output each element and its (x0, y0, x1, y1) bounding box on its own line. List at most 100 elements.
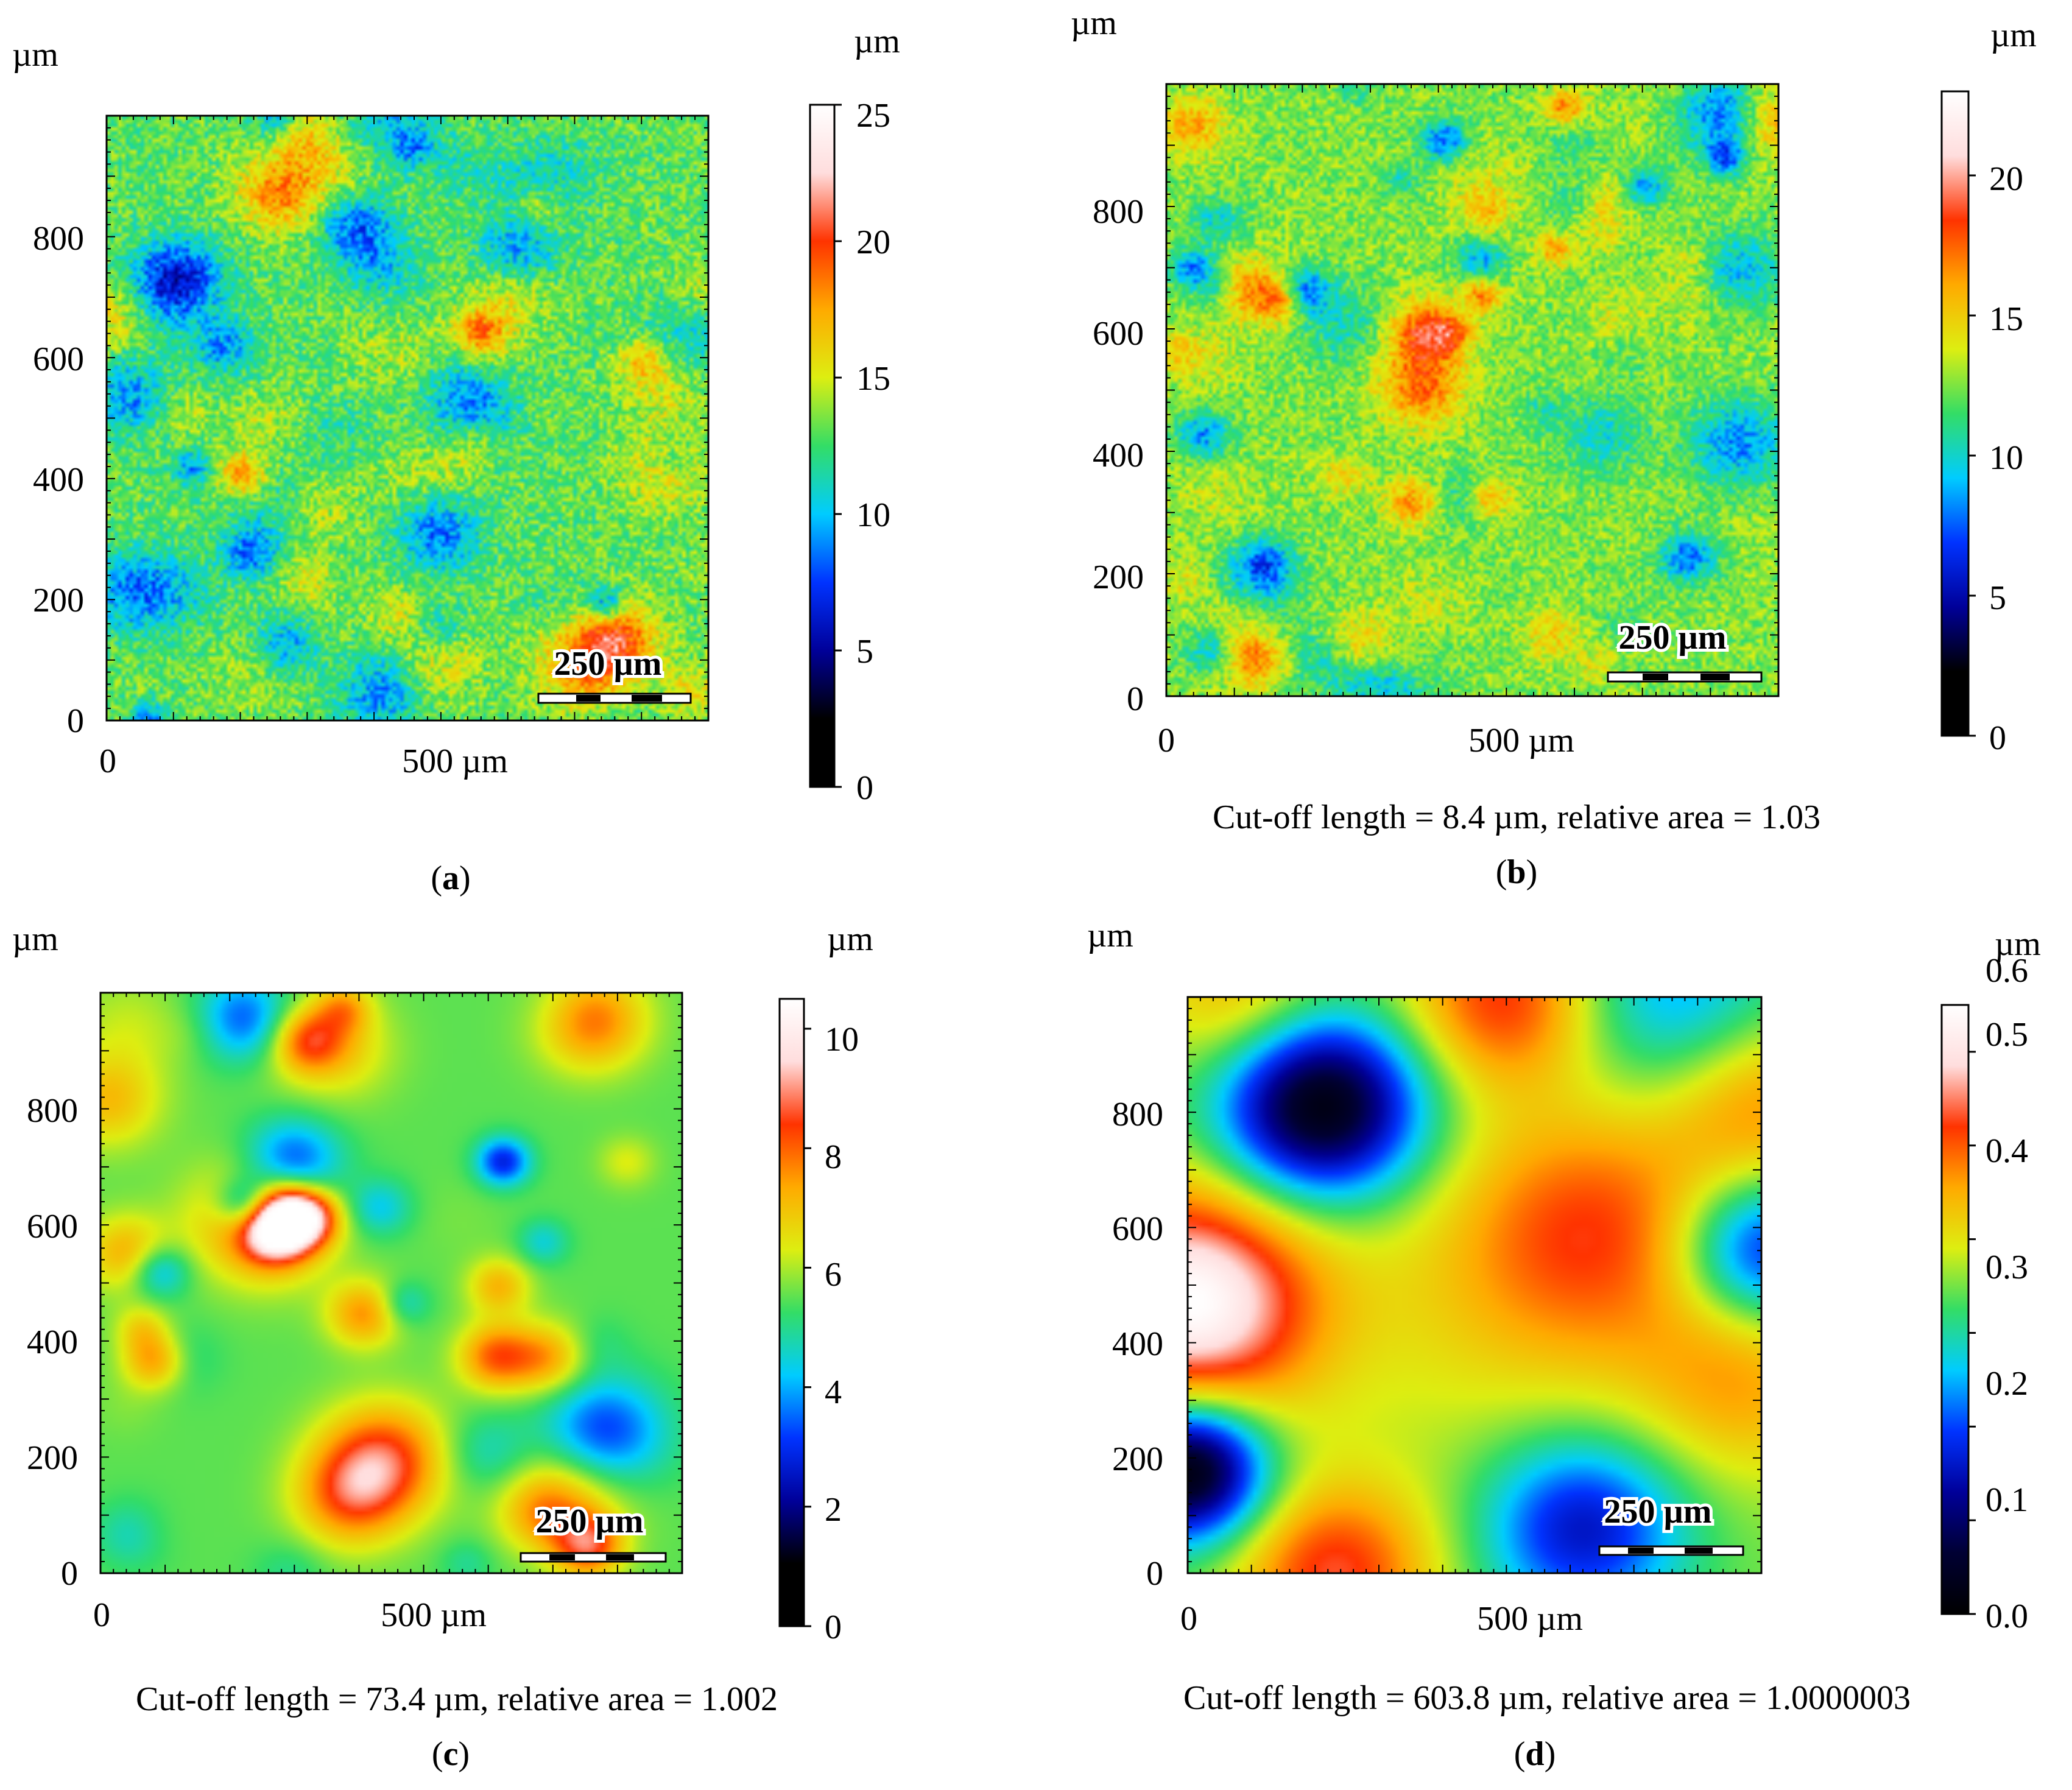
surface-map (1188, 997, 1761, 1573)
y-tick-label: 0 (1146, 1555, 1163, 1593)
scale-bar-segment (632, 695, 662, 702)
y-tick-label: 800 (33, 220, 84, 258)
colorbar-tick-labels: 0.0 0.1 0.2 0.3 0.4 0.5 0.6 (1986, 952, 2028, 1635)
panel-b: µm 0 200 400 600 800 0 500 µm 250 µm µm … (1071, 4, 2037, 891)
x-tick-label: 0 (99, 742, 116, 780)
x-tick-label: 500 µm (1468, 722, 1574, 759)
y-tick-label: 200 (1093, 558, 1144, 596)
scale-bar-segment (1628, 1548, 1654, 1554)
colorbar-unit-label: µm (854, 23, 900, 60)
scale-bar-segment (549, 1554, 575, 1560)
map-frame (1186, 996, 1763, 1574)
colorbar-tick-label: 2 (825, 1491, 842, 1529)
map-frame (1165, 83, 1780, 697)
map-y-unit-label: µm (1087, 917, 1133, 954)
y-tick-label: 600 (1112, 1210, 1163, 1248)
map-y-unit-label: µm (12, 36, 58, 74)
x-tick-label: 500 µm (1477, 1600, 1583, 1638)
panel-letter: a (442, 859, 459, 897)
scale-bar-frame (537, 692, 692, 704)
colorbar-tick-labels: 0 5 10 15 20 25 (856, 97, 890, 807)
colorbar-ticks (1968, 1051, 1976, 1615)
map-frame (105, 115, 710, 722)
panel-d: µm 0 200 400 600 800 0 500 µm 250 µm µm … (1087, 917, 2041, 1773)
panel-a: µm 0 200 400 600 800 0 500 µm 250 µm µm … (12, 23, 900, 897)
colorbar-tick-label: 0.6 (1986, 952, 2028, 990)
surface-map (100, 993, 682, 1573)
colorbar-tick-label: 0 (825, 1609, 842, 1646)
panel-caption: (d) (1514, 1735, 1556, 1773)
panel-caption: (c) (432, 1735, 470, 1773)
colorbar-tick-label: 0.2 (1986, 1365, 2028, 1403)
colorbar-tick-labels: 0 5 10 15 20 (1989, 160, 2023, 757)
panel-caption: (b) (1496, 853, 1537, 891)
colorbar-tick-label: 0 (856, 769, 873, 807)
colorbar-tick-label: 0.0 (1986, 1598, 2028, 1635)
colorbar (809, 104, 836, 788)
y-tick-labels: 0 200 400 600 800 (1093, 193, 1144, 718)
colorbar-tick-label: 10 (1989, 439, 2023, 477)
colorbar-tick-label: 5 (1989, 579, 2006, 617)
y-tick-label: 800 (1093, 193, 1144, 231)
cutoff-caption: Cut-off length = 73.4 µm, relative area … (136, 1680, 778, 1718)
colorbar-unit-label: µm (1990, 16, 2037, 54)
colorbar-ticks (834, 104, 842, 788)
colorbar-ticks (804, 1027, 811, 1627)
y-tick-label: 0 (67, 702, 84, 740)
colorbar-tick-label: 15 (1989, 300, 2023, 338)
scale-bar-frame (520, 1552, 667, 1563)
y-tick-label: 800 (27, 1092, 78, 1130)
scale-bar-label: 250 µm (1619, 619, 1727, 657)
scale-bar-segment (1700, 674, 1730, 680)
y-tick-label: 600 (27, 1208, 78, 1246)
colorbar-tick-label: 6 (825, 1256, 842, 1294)
colorbar-tick-label: 5 (856, 633, 873, 671)
y-tick-label: 200 (1112, 1440, 1163, 1478)
scale-bar: 250 µm (1607, 616, 1763, 683)
colorbar-tick-label: 10 (856, 496, 890, 534)
y-tick-labels: 0 200 400 600 800 (27, 1092, 78, 1593)
cutoff-caption: Cut-off length = 8.4 µm, relative area =… (1213, 798, 1820, 836)
colorbar (1940, 1004, 1970, 1615)
panel-caption: (a) (431, 859, 470, 897)
panel-c: µm 0 200 400 600 800 0 500 µm 250 µm µm … (12, 920, 873, 1773)
panel-letter: d (1525, 1735, 1544, 1773)
panel-letter: b (1507, 853, 1526, 891)
colorbar-ticks (1968, 174, 1976, 737)
scale-bar: 250 µm (1598, 1490, 1744, 1556)
y-tick-label: 200 (27, 1439, 78, 1477)
colorbar-tick-label: 0.3 (1986, 1249, 2028, 1286)
colorbar-tick-label: 20 (856, 224, 890, 261)
scale-bar-segment (1685, 1548, 1713, 1554)
surface-map (1166, 84, 1778, 696)
colorbar-tick-label: 25 (856, 97, 890, 135)
colorbar-tick-label: 20 (1989, 160, 2023, 198)
x-tick-label: 0 (93, 1596, 110, 1634)
x-tick-label: 0 (1180, 1600, 1197, 1638)
scale-bar-segment (1643, 674, 1668, 680)
y-tick-labels: 0 200 400 600 800 (33, 220, 84, 740)
colorbar (778, 998, 805, 1627)
scale-bar-segment (576, 695, 601, 702)
colorbar-unit-label: µm (1995, 925, 2041, 963)
cutoff-caption: Cut-off length = 603.8 µm, relative area… (1183, 1679, 1911, 1717)
y-tick-label: 0 (1127, 680, 1144, 718)
colorbar-tick-label: 15 (856, 360, 890, 398)
x-tick-label: 500 µm (381, 1596, 487, 1634)
colorbar-tick-label: 10 (825, 1021, 859, 1059)
y-tick-label: 600 (1093, 315, 1144, 353)
colorbar-tick-label: 0.1 (1986, 1481, 2028, 1519)
x-tick-label: 500 µm (402, 742, 508, 780)
scale-bar-label: 250 µm (1604, 1493, 1712, 1531)
y-tick-label: 0 (61, 1555, 78, 1593)
y-tick-label: 600 (33, 340, 84, 378)
y-tick-label: 400 (1093, 437, 1144, 474)
colorbar-tick-labels: 0 2 4 6 8 10 (825, 1021, 859, 1646)
scale-bar-frame (1598, 1545, 1744, 1556)
y-tick-label: 400 (27, 1323, 78, 1361)
colorbar-tick-label: 0 (1989, 719, 2006, 757)
colorbar-tick-label: 8 (825, 1138, 842, 1176)
y-tick-label: 400 (33, 461, 84, 499)
panel-letter: c (443, 1735, 459, 1773)
